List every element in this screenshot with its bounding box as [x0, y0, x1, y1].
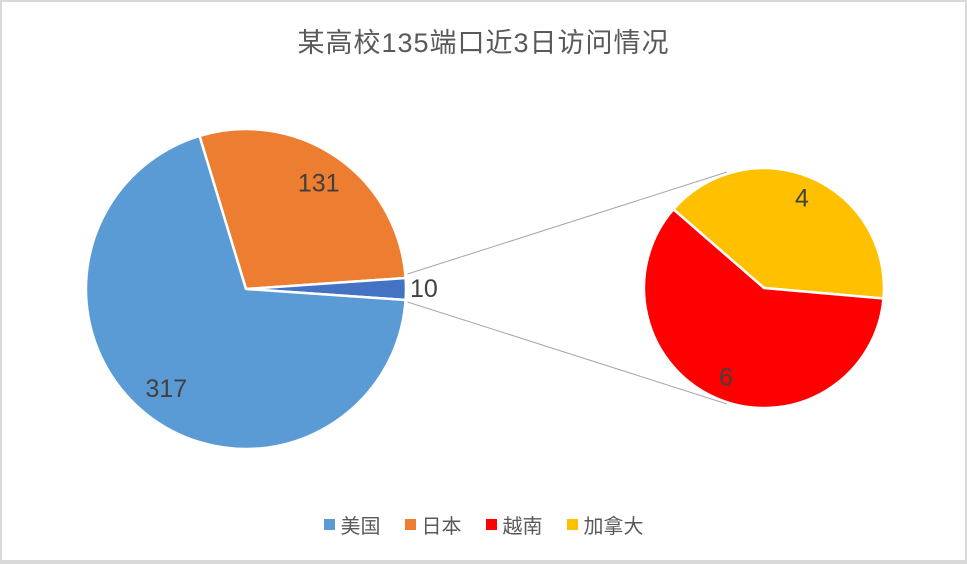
- legend-item-usa: 美国: [323, 510, 381, 539]
- legend-item-vietnam: 越南: [485, 510, 543, 539]
- vietnam-slice: [642, 208, 885, 410]
- chart-title: 某高校135端口近3日访问情况: [297, 28, 670, 58]
- canada-slice: [672, 166, 886, 300]
- chart-legend: 美国 日本 越南 加拿大: [2, 510, 965, 539]
- legend-label-japan: 日本: [421, 516, 462, 538]
- legend-item-japan: 日本: [404, 510, 462, 539]
- main-pie: [84, 127, 408, 451]
- legend-swatch-usa: [323, 519, 335, 530]
- canada-data-label: 4: [795, 185, 809, 213]
- usa-slice: [84, 134, 407, 451]
- usa-data-label: 317: [145, 375, 187, 403]
- secondary-pie: [642, 166, 886, 410]
- legend-item-canada: 加拿大: [566, 510, 644, 539]
- other-group-data-label: 10: [410, 275, 438, 303]
- legend-swatch-vietnam: [485, 519, 497, 530]
- legend-label-vietnam: 越南: [502, 516, 543, 538]
- legend-swatch-canada: [566, 519, 578, 530]
- legend-swatch-japan: [404, 519, 416, 530]
- legend-label-canada: 加拿大: [583, 516, 644, 538]
- japan-data-label: 131: [298, 170, 340, 198]
- vietnam-data-label: 6: [719, 364, 733, 392]
- connector-line-bottom: [407, 301, 728, 405]
- legend-label-usa: 美国: [340, 516, 381, 538]
- connector-line-top: [407, 171, 728, 275]
- japan-slice: [198, 127, 407, 291]
- data-labels: 131 10 317 4 6: [145, 170, 809, 404]
